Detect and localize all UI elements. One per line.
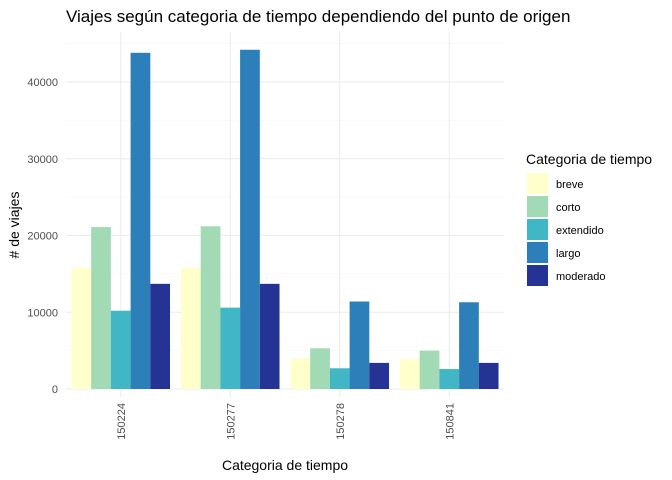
bar-corto-150841 [419,350,440,390]
legend-title: Categoria de tiempo [526,151,652,167]
legend-key-largo [527,242,548,263]
x-tick-label: 150224 [116,403,128,440]
bar-breve-150277 [180,267,201,389]
y-tick-label: 30000 [27,154,58,166]
bars [71,49,499,390]
x-axis-title: Categoria de tiempo [222,457,348,473]
legend-label-extendido: extendido [556,225,604,237]
y-tick-label: 0 [52,384,58,396]
bar-extendido-150278 [329,368,350,389]
bar-corto-150277 [200,226,221,389]
axis-ticks: 0 10000 20000 30000 40000 150224 150277 150278 1… [27,77,456,440]
legend-label-moderado: moderado [556,271,606,283]
y-axis-title: # de viajes [6,192,22,259]
y-tick-label: 20000 [27,231,58,243]
bar-extendido-150277 [220,307,241,389]
legend-key-moderado [527,265,548,286]
legend-key-breve [527,173,548,194]
bar-moderado-150224 [150,283,171,389]
bar-largo-150277 [240,49,260,389]
bar-breve-150841 [399,359,420,389]
bar-largo-150278 [349,301,370,389]
bar-extendido-150841 [439,369,460,389]
bar-largo-150841 [459,302,479,389]
x-tick-label: 150841 [444,403,456,440]
bar-breve-150278 [290,358,311,389]
bar-moderado-150277 [259,283,280,389]
legend-key-extendido [527,219,548,240]
y-tick-label: 40000 [27,77,58,89]
bar-corto-150278 [310,348,330,389]
legend-label-breve: breve [556,179,584,191]
bar-corto-150224 [91,227,111,389]
legend-key-corto [527,196,548,217]
legend: Categoria de tiempo breve corto extendido l… [526,151,652,286]
bar-breve-150224 [71,267,92,389]
x-tick-label: 150278 [335,403,347,440]
bar-largo-150224 [130,52,151,389]
bar-extendido-150224 [110,310,131,389]
x-tick-label: 150277 [225,403,237,440]
bar-moderado-150841 [478,362,499,389]
bar-moderado-150278 [369,362,390,389]
y-tick-label: 10000 [27,307,58,319]
legend-label-largo: largo [556,248,580,260]
legend-label-corto: corto [556,202,580,214]
chart-title: Viajes según categoria de tiempo dependi… [66,7,570,26]
